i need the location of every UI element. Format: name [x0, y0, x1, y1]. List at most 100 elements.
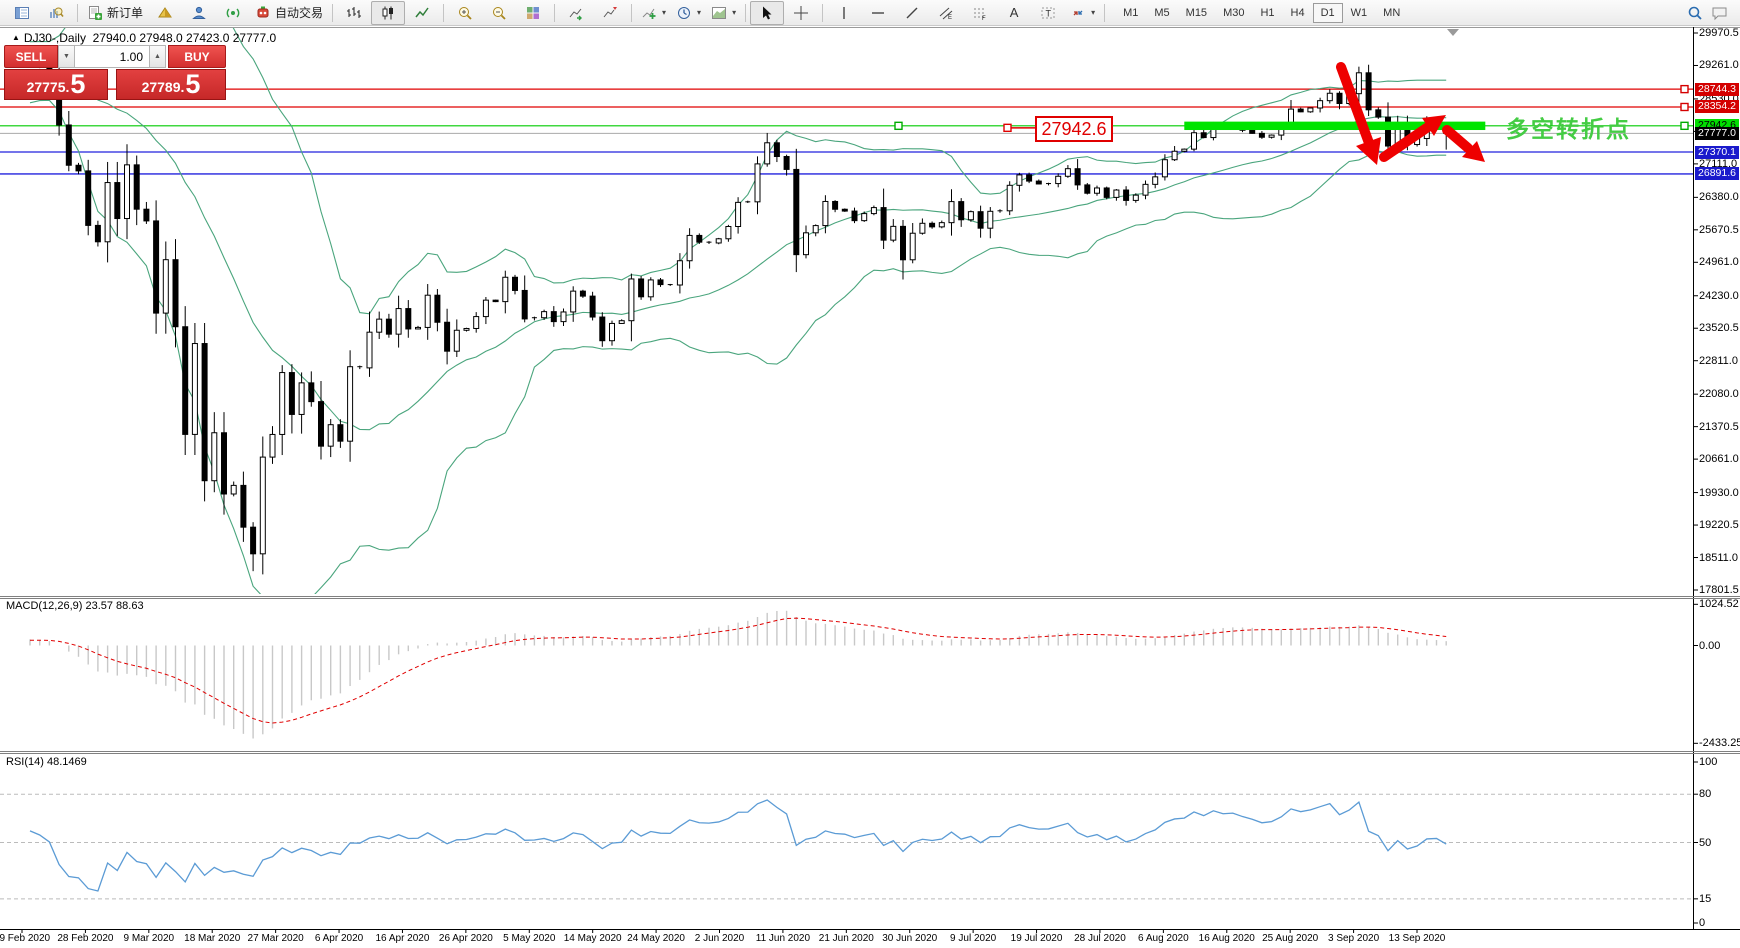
- timeframe-button-h4[interactable]: H4: [1290, 6, 1305, 19]
- community-button[interactable]: [182, 1, 216, 25]
- crosshair-tool-button[interactable]: [784, 1, 818, 25]
- price-axis-tick: 29970.5: [1699, 27, 1739, 39]
- auto-scroll-button[interactable]: [559, 1, 593, 25]
- trendline-tool-button[interactable]: [895, 1, 929, 25]
- channel-tool-button[interactable]: E: [929, 1, 963, 25]
- price-axis-tick: 20661.0: [1699, 453, 1739, 466]
- strategy-tester-button[interactable]: [39, 1, 73, 25]
- signals-button[interactable]: [216, 1, 250, 25]
- price-axis-tick: 23520.5: [1699, 322, 1739, 335]
- toolbar-separator: [631, 3, 633, 22]
- date-axis-label: 28 Feb 2020: [57, 933, 114, 944]
- chat-icon[interactable]: [1711, 5, 1729, 21]
- arrows-tool-icon: [1073, 10, 1083, 15]
- arrows-tool-button[interactable]: ▾: [1065, 1, 1100, 25]
- chart-title: ▲ DJ30-,Daily 27940.0 27948.0 27423.0 277…: [12, 31, 276, 45]
- sell-price-small: 27775.: [26, 79, 70, 95]
- templates-button[interactable]: ▾: [706, 1, 741, 25]
- price-axis-tick: 19930.0: [1699, 486, 1739, 499]
- price-badge: 27777.0: [1695, 126, 1739, 140]
- date-axis-label: 30 Jun 2020: [882, 933, 938, 944]
- drawn-arrows[interactable]: [1336, 62, 1485, 165]
- date-axis-label: 9 Jul 2020: [950, 933, 997, 944]
- timeframe-button-m30[interactable]: M30: [1223, 6, 1245, 19]
- date-axis-label: 18 Mar 2020: [184, 933, 241, 944]
- price-axis-tick: 17801.5: [1699, 584, 1739, 596]
- community-person-icon: [192, 6, 206, 19]
- new-order-button[interactable]: 新订单: [82, 1, 148, 25]
- indicators-button[interactable]: ▾: [636, 1, 671, 25]
- price-axis-tick: 29261.0: [1699, 59, 1739, 72]
- search-icon[interactable]: [1687, 5, 1703, 21]
- periods-button[interactable]: ▾: [671, 1, 706, 25]
- price-axis-tick: 22080.0: [1699, 388, 1739, 401]
- crosshair-icon: [794, 5, 809, 20]
- dropdown-caret-icon: ▾: [732, 8, 737, 17]
- horizontal-line-icon: [872, 11, 885, 14]
- price-axis-tick: 26380.0: [1699, 191, 1739, 204]
- cursor-tool-button[interactable]: [750, 0, 785, 25]
- timeframe-button-h1[interactable]: H1: [1260, 6, 1275, 19]
- date-axis-label: 27 Mar 2020: [247, 933, 304, 944]
- horizontal-line-tool-button[interactable]: [861, 1, 895, 25]
- timeframe-button-d1[interactable]: D1: [1312, 2, 1343, 23]
- date-axis-label: 2 Jun 2020: [694, 933, 745, 944]
- date-axis-label: 25 Aug 2020: [1262, 933, 1319, 944]
- buy-price-display[interactable]: 27789. 5: [116, 69, 226, 100]
- autotrading-label: 自动交易: [275, 6, 324, 20]
- text-label-tool-button[interactable]: T: [1031, 1, 1065, 25]
- bar-chart-button[interactable]: [337, 1, 371, 25]
- chart-ohlc-values: 27940.0 27948.0 27423.0 27777.0: [92, 31, 277, 45]
- price-axis-tick: 24230.0: [1699, 289, 1739, 302]
- date-axis-label: 6 Aug 2020: [1138, 933, 1189, 944]
- volume-increase-button[interactable]: ▲: [149, 45, 166, 68]
- one-click-trading-panel: SELL ▼ ▲ BUY 27775.5 27789.5: [4, 45, 236, 100]
- price-axis-tick: 19220.5: [1699, 519, 1739, 532]
- timeframe-button-m15[interactable]: M15: [1185, 6, 1208, 19]
- new-order-icon: [89, 5, 102, 20]
- rsi-axis-tick: 15: [1699, 892, 1712, 905]
- fibonacci-tool-button[interactable]: F: [963, 1, 997, 25]
- sell-price-display[interactable]: 27775. 5: [4, 69, 108, 100]
- turning-point-note[interactable]: 多空转折点: [1506, 116, 1631, 142]
- autotrading-button[interactable]: 自动交易: [250, 1, 328, 25]
- market-watch-button[interactable]: [5, 1, 39, 25]
- volume-input[interactable]: [75, 45, 149, 68]
- timeframe-group: M1 M5 M15 M30 H1 H4 D1 W1 MN: [1115, 2, 1408, 23]
- timeframe-button-m5[interactable]: M5: [1154, 6, 1170, 19]
- metaeditor-icon: [158, 6, 172, 17]
- zoom-out-button[interactable]: [482, 1, 516, 25]
- svg-text:F: F: [982, 16, 986, 21]
- svg-text:E: E: [948, 15, 952, 21]
- toolbar-separator: [443, 3, 445, 22]
- chart-shift-button[interactable]: [593, 1, 627, 25]
- price-level-label[interactable]: 27942.6: [1035, 116, 1113, 142]
- timeframe-button-mn[interactable]: MN: [1383, 6, 1401, 19]
- toolbar-separator: [1104, 3, 1106, 22]
- metaeditor-button[interactable]: [148, 1, 182, 25]
- dropdown-caret-icon: ▾: [697, 8, 702, 17]
- macd-axis-tick: 1024.52: [1699, 598, 1739, 611]
- volume-decrease-button[interactable]: ▼: [58, 45, 75, 68]
- rsi-label: RSI(14) 48.1469: [6, 756, 87, 768]
- vertical-line-tool-button[interactable]: [827, 1, 861, 25]
- candlestick-chart-button[interactable]: [371, 0, 406, 25]
- zoom-in-button[interactable]: [448, 1, 482, 25]
- text-tool-button[interactable]: A: [997, 1, 1031, 25]
- buy-button[interactable]: BUY: [168, 45, 226, 68]
- timeframe-button-w1[interactable]: W1: [1350, 6, 1368, 19]
- price-badge: 28744.3: [1695, 82, 1739, 96]
- timeframe-button-m1[interactable]: M1: [1123, 6, 1139, 19]
- price-axis-tick: 18511.0: [1699, 551, 1738, 564]
- sell-price-big-digit: 5: [70, 69, 86, 99]
- support-band-object[interactable]: [1184, 121, 1486, 131]
- price-badge: 28354.2: [1695, 100, 1739, 114]
- autotrading-robot-icon: [257, 6, 269, 17]
- price-axis-tick: 27111.0: [1699, 157, 1738, 170]
- price-axis-tick: 21370.5: [1699, 420, 1739, 433]
- sell-button[interactable]: SELL: [4, 45, 58, 68]
- chart-shift-marker-icon[interactable]: [1447, 29, 1459, 36]
- line-chart-button[interactable]: [405, 1, 439, 25]
- tile-windows-button[interactable]: [516, 1, 550, 25]
